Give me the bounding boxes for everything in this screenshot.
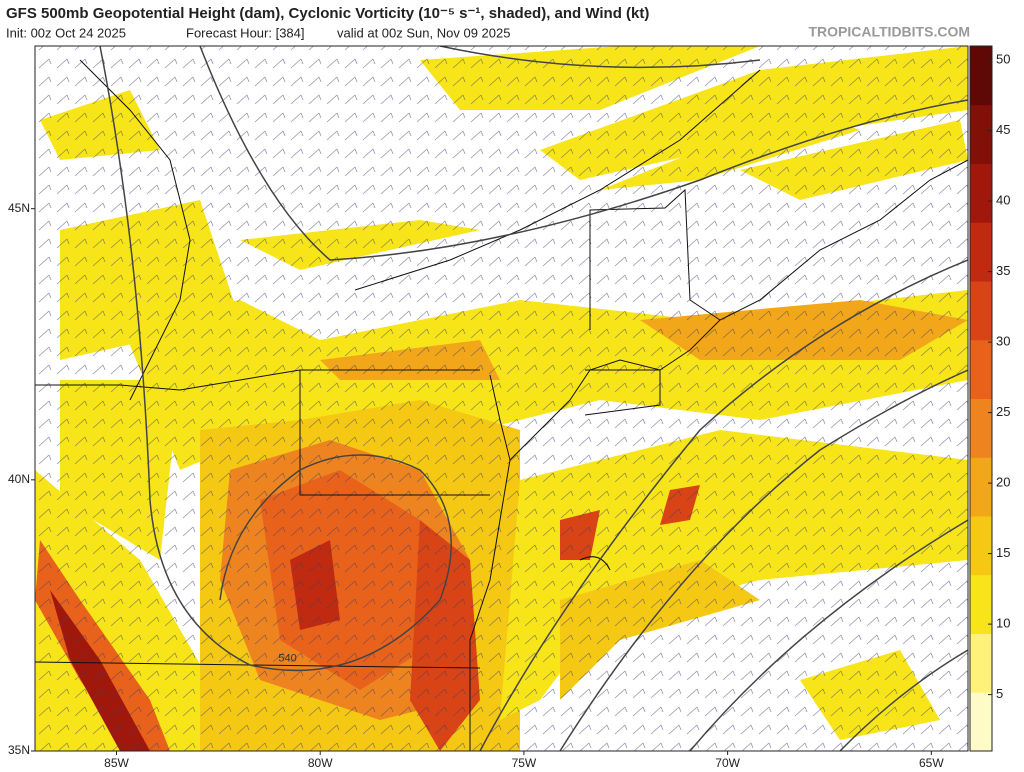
lon-tick-label: 80W: [308, 756, 333, 770]
colorbar-segment: [970, 516, 992, 576]
colorbar-tick-label: 50: [996, 52, 1010, 67]
lat-tick-label: 40N: [8, 472, 30, 486]
lat-tick-label: 45N: [8, 201, 30, 215]
lon-tick-label: 85W: [104, 756, 129, 770]
colorbar-segment: [970, 46, 992, 106]
colorbar-segment: [970, 633, 992, 693]
title: GFS 500mb Geopotential Height (dam), Cyc…: [6, 5, 649, 22]
colorbar-tick-label: 45: [996, 122, 1010, 137]
colorbar: 5 10 15 20 25 30 35 40 45 50: [969, 45, 1010, 752]
colorbar-tick-label: 30: [996, 334, 1010, 349]
colorbar-segment: [970, 574, 992, 634]
colorbar-tick-label: 5: [996, 686, 1003, 701]
colorbar-segment: [970, 281, 992, 341]
lon-tick-label: 70W: [715, 756, 740, 770]
lon-tick-label: 75W: [512, 756, 537, 770]
lon-tick-label: 65W: [919, 756, 944, 770]
colorbar-tick-label: 10: [996, 616, 1010, 631]
coastlines-borders: [35, 59, 968, 751]
colorbar-tick-label: 40: [996, 193, 1010, 208]
map-frame: [34, 45, 969, 752]
wind-barbs: [35, 46, 968, 751]
colorbar-tick-label: 25: [996, 404, 1010, 419]
colorbar-segment: [970, 104, 992, 164]
contour-label: 540: [278, 653, 296, 665]
colorbar-tick-label: 35: [996, 263, 1010, 278]
colorbar-segment: [970, 398, 992, 458]
source: TROPICALTIDBITS.COM: [808, 24, 970, 40]
valid-time: valid at 00z Sun, Nov 09 2025: [337, 25, 510, 40]
colorbar-segment: [970, 692, 992, 752]
map-area: [35, 46, 968, 751]
forecast-hour: Forecast Hour: [384]: [186, 25, 305, 40]
colorbar-segment: [970, 457, 992, 517]
colorbar-tick-label: 15: [996, 545, 1010, 560]
lat-tick-label: 35N: [8, 743, 30, 757]
colorbar-segment: [970, 163, 992, 223]
colorbar-tick-label: 20: [996, 475, 1010, 490]
init: Init: 00z Oct 24 2025: [6, 25, 126, 40]
colorbar-frame: [969, 45, 993, 752]
height-contours: [99, 46, 968, 751]
colorbar-segment: [970, 339, 992, 399]
colorbar-segment: [970, 222, 992, 282]
